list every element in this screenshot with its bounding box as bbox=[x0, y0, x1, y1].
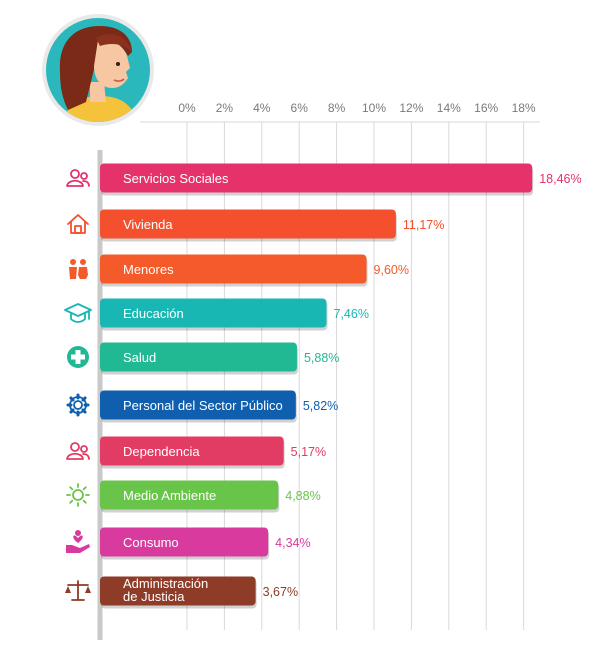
bar-row: Menores 9,60% bbox=[69, 254, 409, 287]
bar-label: Administración de Justicia bbox=[123, 576, 208, 604]
bar bbox=[100, 390, 296, 420]
x-tick-label: 8% bbox=[328, 101, 346, 115]
x-tick-label: 16% bbox=[474, 101, 498, 115]
bar-row: Educación 7,46% bbox=[64, 298, 369, 331]
value-label: 7,46% bbox=[334, 307, 369, 321]
x-tick-label: 18% bbox=[512, 101, 536, 115]
bar-row: Administración de Justicia 3,67% bbox=[65, 576, 298, 609]
bar-row: Personal del Sector Público 5,82% bbox=[66, 390, 338, 423]
x-tick-label: 2% bbox=[216, 101, 234, 115]
people-icon bbox=[66, 169, 90, 187]
bar-label: Educación bbox=[123, 306, 184, 321]
children-icon bbox=[69, 259, 88, 279]
bar-label: Servicios Sociales bbox=[123, 171, 229, 186]
x-tick-label: 14% bbox=[437, 101, 461, 115]
x-tick-label: 4% bbox=[253, 101, 271, 115]
gear-icon bbox=[66, 393, 90, 417]
value-label: 4,34% bbox=[275, 536, 310, 550]
bar-row: Salud 5,88% bbox=[67, 342, 339, 375]
bars: Servicios Sociales 18,46% Vivienda 11,17% Me… bbox=[64, 163, 582, 609]
bar-label: Salud bbox=[123, 350, 156, 365]
bar-row: Medio Ambiente 4,88% bbox=[66, 480, 321, 513]
health-cross-icon bbox=[67, 346, 89, 368]
x-tick-label: 0% bbox=[178, 101, 196, 115]
bar-label: Vivienda bbox=[123, 217, 173, 232]
bar bbox=[100, 209, 396, 239]
value-label: 5,17% bbox=[291, 445, 326, 459]
bar bbox=[100, 480, 279, 510]
bar-label: Personal del Sector Público bbox=[123, 398, 283, 413]
bar bbox=[100, 576, 256, 606]
bar bbox=[100, 527, 269, 557]
value-label: 9,60% bbox=[374, 263, 409, 277]
graduation-cap-icon bbox=[64, 303, 92, 323]
bar-row: Dependencia 5,17% bbox=[66, 436, 326, 469]
bar-row: Servicios Sociales 18,46% bbox=[66, 163, 582, 196]
bar-row: Consumo 4,34% bbox=[66, 527, 311, 560]
x-tick-label: 10% bbox=[362, 101, 386, 115]
bar-row: Vivienda 11,17% bbox=[67, 209, 444, 242]
house-icon bbox=[67, 214, 89, 234]
bar bbox=[100, 254, 367, 284]
bar bbox=[100, 342, 297, 372]
x-tick-label: 6% bbox=[291, 101, 309, 115]
value-label: 18,46% bbox=[539, 172, 581, 186]
woman-avatar-icon bbox=[42, 14, 154, 126]
value-label: 3,67% bbox=[263, 585, 298, 599]
grid bbox=[97, 121, 540, 640]
bar bbox=[100, 436, 284, 466]
avatar bbox=[40, 12, 156, 128]
value-label: 11,17% bbox=[403, 218, 444, 232]
bar bbox=[100, 163, 533, 193]
bar-label: Menores bbox=[123, 262, 174, 277]
value-label: 5,82% bbox=[303, 399, 338, 413]
hand-heart-icon bbox=[66, 530, 90, 553]
people-icon bbox=[66, 442, 90, 460]
x-tick-label: 12% bbox=[399, 101, 423, 115]
sun-icon bbox=[66, 483, 90, 507]
bar-label: Dependencia bbox=[123, 444, 200, 459]
bar bbox=[100, 298, 327, 328]
scales-icon bbox=[65, 580, 91, 601]
bar-label: Consumo bbox=[123, 535, 179, 550]
bar-label: Medio Ambiente bbox=[123, 488, 216, 503]
value-label: 4,88% bbox=[285, 489, 320, 503]
value-label: 5,88% bbox=[304, 351, 339, 365]
x-axis: 0% 2% 4% 6% 8% 10% 12% 14% 16% 18% bbox=[178, 101, 536, 115]
